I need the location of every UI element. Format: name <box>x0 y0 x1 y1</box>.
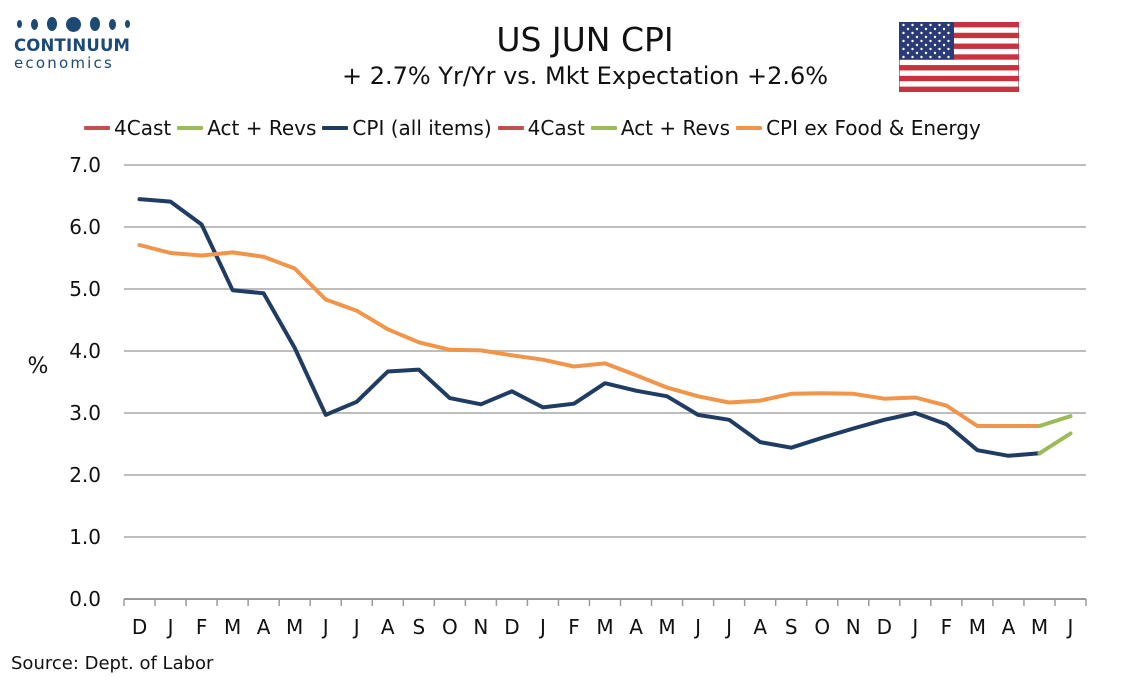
legend-label: Act + Revs <box>620 116 731 140</box>
legend-swatch <box>590 126 617 130</box>
logo-dots-icon <box>14 14 134 34</box>
legend-item: CPI ex Food & Energy <box>736 116 981 140</box>
x-tick-label: J <box>538 615 546 639</box>
series-line <box>1037 431 1073 456</box>
legend-swatch <box>177 126 204 130</box>
source-note: Source: Dept. of Labor <box>11 653 214 674</box>
y-axis-label: % <box>28 354 49 379</box>
x-tick-label: D <box>877 615 892 639</box>
y-tick-label: 2.0 <box>69 463 101 487</box>
x-tick-label: N <box>846 615 861 639</box>
logo-subtitle: economics <box>14 54 114 72</box>
legend-swatch <box>322 126 349 130</box>
y-tick-label: 6.0 <box>69 215 101 239</box>
series-line <box>1037 414 1073 428</box>
legend-item: CPI (all items) <box>322 116 492 140</box>
x-tick-label: M <box>596 615 613 639</box>
chart-subtitle: + 2.7% Yr/Yr vs. Mkt Expectation +2.6% <box>341 62 829 90</box>
x-tick-label: F <box>941 615 953 639</box>
legend-item: Act + Revs <box>590 116 731 140</box>
legend-item: 4Cast <box>84 116 171 140</box>
company-logo: CONTINUUM economics <box>14 14 134 72</box>
x-tick-label: F <box>196 615 208 639</box>
x-tick-label: J <box>693 615 701 639</box>
y-tick-label: 5.0 <box>69 277 101 301</box>
legend-swatch <box>497 126 524 130</box>
x-tick-label: M <box>658 615 675 639</box>
x-tick-label: M <box>224 615 241 639</box>
x-tick-label: F <box>568 615 580 639</box>
x-tick-label: O <box>442 615 458 639</box>
x-tick-label: A <box>1002 615 1016 639</box>
x-tick-label: J <box>724 615 732 639</box>
legend-label: 4Cast <box>527 116 585 140</box>
legend-swatch <box>84 126 110 130</box>
x-tick-label: J <box>352 615 360 639</box>
legend-item: Act + Revs <box>177 116 316 140</box>
series-line <box>137 243 1042 428</box>
x-tick-label: A <box>257 615 271 639</box>
legend-label: CPI ex Food & Energy <box>766 116 981 140</box>
legend-label: CPI (all items) <box>352 116 492 140</box>
x-tick-label: S <box>785 615 798 639</box>
x-tick-label: J <box>1066 615 1074 639</box>
x-tick-label: M <box>1031 615 1048 639</box>
y-tick-label: 7.0 <box>69 153 101 177</box>
x-tick-label: J <box>910 615 918 639</box>
us-flag-icon <box>899 22 1019 92</box>
x-tick-label: D <box>132 615 147 639</box>
y-tick-label: 0.0 <box>69 587 101 611</box>
x-tick-label: J <box>321 615 329 639</box>
logo-name: CONTINUUM <box>14 36 131 55</box>
legend-swatch <box>736 126 763 130</box>
chart-legend: 4Cast Act + Revs CPI (all items) 4Cast Act +… <box>84 116 987 140</box>
x-tick-label: M <box>286 615 303 639</box>
legend-item: 4Cast <box>497 116 585 140</box>
x-tick-label: O <box>814 615 830 639</box>
x-tick-label: M <box>969 615 986 639</box>
x-tick-label: A <box>753 615 767 639</box>
series-line <box>137 197 1042 458</box>
y-tick-label: 4.0 <box>69 339 101 363</box>
x-tick-label: N <box>473 615 488 639</box>
y-tick-label: 3.0 <box>69 401 101 425</box>
x-tick-label: J <box>166 615 174 639</box>
x-tick-label: A <box>381 615 395 639</box>
x-tick-label: D <box>504 615 519 639</box>
y-tick-label: 1.0 <box>69 525 101 549</box>
x-tick-label: A <box>629 615 643 639</box>
legend-label: 4Cast <box>114 116 172 140</box>
chart-title: US JUN CPI <box>496 20 674 59</box>
legend-label: Act + Revs <box>207 116 317 140</box>
x-tick-label: S <box>412 615 425 639</box>
